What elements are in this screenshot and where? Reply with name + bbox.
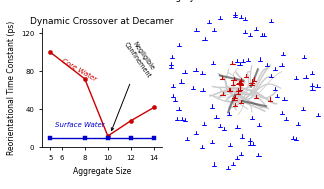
Text: Surface Water: Surface Water: [55, 122, 104, 128]
Y-axis label: Reorientational Time Constant (ps): Reorientational Time Constant (ps): [6, 21, 16, 155]
Title: Highly Twisted Decamer Structure: Highly Twisted Decamer Structure: [166, 0, 320, 2]
X-axis label: Aggregate Size: Aggregate Size: [73, 167, 131, 176]
Title: Dynamic Crossover at Decamer: Dynamic Crossover at Decamer: [30, 17, 174, 26]
Text: Negligible
Confinement: Negligible Confinement: [111, 37, 157, 130]
Text: Core Water: Core Water: [61, 58, 98, 83]
